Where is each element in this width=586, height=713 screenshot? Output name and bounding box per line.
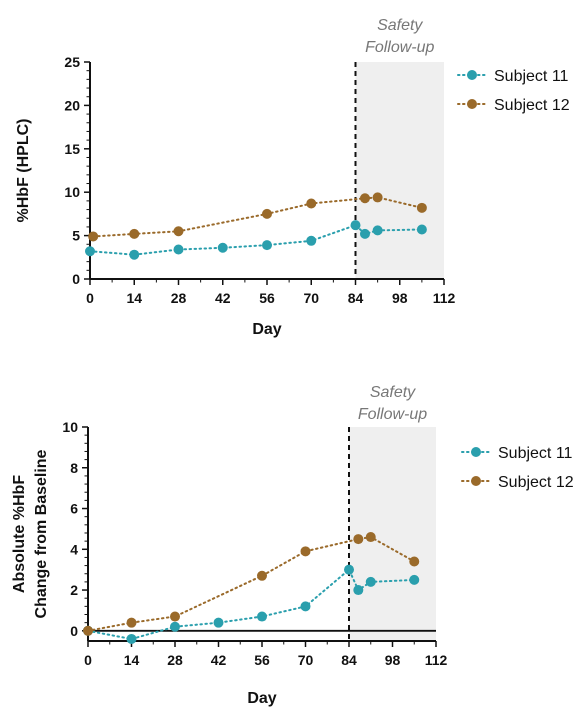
data-point xyxy=(257,570,267,581)
series-1 xyxy=(83,564,420,644)
x-tick-label: 70 xyxy=(303,290,319,306)
series-1 xyxy=(85,220,427,260)
chart-panel-2: Safety Follow-up 0 2 4 6 8 10 0 14 28 42 56 70 84 98 112… xyxy=(11,384,574,707)
x-tick-label: 14 xyxy=(126,290,142,306)
x-tick-label: 42 xyxy=(215,290,231,306)
series-2 xyxy=(83,532,420,636)
data-point xyxy=(83,625,93,636)
series-line xyxy=(87,536,416,632)
data-point xyxy=(306,235,317,246)
y-tick-label: 15 xyxy=(64,141,80,157)
y-tick-label: 20 xyxy=(64,97,80,113)
data-point xyxy=(365,576,376,587)
y-tick-label: 0 xyxy=(70,623,78,639)
series-line xyxy=(87,568,416,641)
data-point xyxy=(306,198,317,209)
y-tick-label: 4 xyxy=(70,541,78,557)
legend-marker xyxy=(471,447,481,457)
legend-marker xyxy=(467,99,477,109)
data-point xyxy=(126,617,137,628)
y-axis-title-line2: Change from Baseline xyxy=(33,449,50,618)
data-point xyxy=(85,246,95,257)
chart-panel-1: Safety Follow-up 0 5 10 15 20 25 0 14 28 42 56 70 84 98… xyxy=(15,17,570,338)
data-point xyxy=(257,611,267,622)
data-point xyxy=(409,574,420,585)
safety-followup-label-line1: Safety xyxy=(370,384,416,401)
y-axis-title: %HbF (HPLC) xyxy=(15,119,32,223)
data-point xyxy=(213,617,224,628)
data-point xyxy=(350,220,361,231)
data-point xyxy=(416,202,427,213)
y-tick-label: 2 xyxy=(70,582,78,598)
legend-marker xyxy=(471,476,481,486)
data-point xyxy=(300,546,311,557)
x-tick-label: 28 xyxy=(167,652,183,668)
legend-label: Subject 12 xyxy=(498,474,574,491)
y-tick-label: 6 xyxy=(70,501,78,517)
data-point xyxy=(170,621,180,632)
x-tick-label: 42 xyxy=(211,652,227,668)
data-point xyxy=(129,249,140,260)
data-point xyxy=(217,242,228,253)
legend-label: Subject 11 xyxy=(494,68,569,85)
x-tick-label: 84 xyxy=(341,652,357,668)
data-point xyxy=(126,633,137,644)
legend-marker xyxy=(467,70,477,80)
data-point xyxy=(344,564,354,575)
x-tick-label: 0 xyxy=(84,652,92,668)
data-point xyxy=(262,208,272,219)
x-axis-title: Day xyxy=(252,321,281,338)
x-tick-label: 98 xyxy=(392,290,408,306)
data-point xyxy=(262,240,272,251)
series-2 xyxy=(88,192,427,242)
data-point xyxy=(409,556,420,567)
x-tick-label: 56 xyxy=(259,290,275,306)
y-tick-label: 5 xyxy=(72,228,80,244)
data-point xyxy=(353,585,364,596)
data-point xyxy=(353,534,364,545)
x-axis-title: Day xyxy=(247,690,276,707)
y-axis-title: Absolute %HbF xyxy=(11,475,28,593)
y-tick-label: 0 xyxy=(72,271,80,287)
safety-followup-region xyxy=(355,62,444,279)
data-point xyxy=(372,225,383,236)
data-point xyxy=(365,532,376,543)
x-tick-label: 0 xyxy=(86,290,94,306)
data-point xyxy=(129,228,140,239)
y-tick-label: 25 xyxy=(64,54,80,70)
x-tick-label: 98 xyxy=(385,652,401,668)
data-point xyxy=(416,224,427,235)
x-tick-label: 14 xyxy=(124,652,140,668)
legend-label: Subject 11 xyxy=(498,445,573,462)
data-point xyxy=(359,193,370,204)
safety-followup-label-line1: Safety xyxy=(377,17,423,34)
safety-followup-region xyxy=(349,427,436,641)
safety-followup-label-line2: Follow-up xyxy=(365,39,434,56)
data-point xyxy=(173,244,184,255)
x-tick-label: 28 xyxy=(171,290,187,306)
data-point xyxy=(300,601,311,612)
data-point xyxy=(173,226,184,237)
data-point xyxy=(170,611,180,622)
y-tick-label: 8 xyxy=(70,460,78,476)
data-point xyxy=(359,228,370,239)
x-tick-label: 112 xyxy=(433,290,456,306)
series-line xyxy=(89,224,423,256)
y-tick-label: 10 xyxy=(64,184,80,200)
x-tick-label: 70 xyxy=(298,652,314,668)
y-tick-label: 10 xyxy=(62,419,78,435)
legend-label: Subject 12 xyxy=(494,97,570,114)
data-point xyxy=(88,231,99,242)
x-tick-label: 112 xyxy=(425,652,448,668)
x-tick-label: 84 xyxy=(348,290,364,306)
safety-followup-label-line2: Follow-up xyxy=(358,406,427,423)
data-point xyxy=(372,192,383,203)
x-tick-label: 56 xyxy=(254,652,270,668)
